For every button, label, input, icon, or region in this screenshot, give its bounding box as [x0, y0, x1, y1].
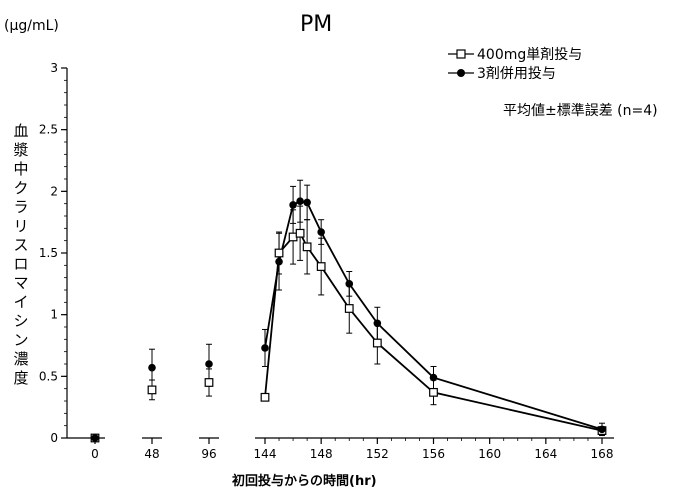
- data-point-circle: [345, 280, 354, 288]
- data-point-square: [147, 385, 157, 395]
- data-point-square: [344, 304, 354, 313]
- data-point-circle: [261, 344, 269, 352]
- x-tick-label: 164: [534, 447, 557, 461]
- stats-annotation: 平均値±標準誤差 (n=4): [503, 103, 658, 119]
- data-point-circle: [429, 373, 438, 382]
- data-point-square: [372, 338, 382, 348]
- legend-item-combo: 3剤併用投与: [448, 63, 582, 82]
- x-tick-label: 156: [422, 447, 445, 461]
- x-tick-label: 148: [310, 447, 333, 461]
- x-tick-label: 160: [478, 447, 501, 461]
- x-tick-label: 144: [254, 447, 277, 461]
- legend-label: 3剤併用投与: [477, 65, 556, 82]
- data-point-circle: [205, 360, 213, 368]
- open-square-marker-icon: [448, 48, 474, 59]
- data-point-square: [260, 392, 270, 402]
- chart-axes: 0 0.5 1 1.5 2 2.5 3 0 48 96 144 148 152 156 160 164 168: [39, 61, 614, 461]
- data-point-circle: [148, 363, 156, 372]
- x-axis-label: 初回投与からの時間(hr): [232, 474, 377, 489]
- data-point-circle: [317, 228, 325, 236]
- data-point-square: [429, 387, 438, 397]
- data-point-circle: [303, 198, 311, 207]
- y-tick-label: 0.5: [39, 369, 58, 383]
- legend: 400mg単剤投与 3剤併用投与: [448, 44, 582, 82]
- legend-item-single: 400mg単剤投与: [448, 44, 582, 63]
- data-point-circle: [289, 201, 297, 209]
- y-tick-label: 1.5: [39, 246, 58, 260]
- legend-label: 400mg単剤投与: [477, 46, 583, 63]
- data-point-circle: [598, 425, 606, 434]
- data-point-square: [204, 378, 214, 387]
- y-axis-label: 血漿中クラリスロマイシン濃度: [13, 122, 29, 387]
- data-point-circle: [91, 434, 99, 442]
- data-point-square: [274, 248, 284, 258]
- x-tick-label: 48: [144, 447, 159, 461]
- error-bars: [149, 179, 605, 437]
- y-tick-label: 3: [50, 61, 58, 75]
- x-tick-label: 152: [366, 447, 389, 461]
- data-point-circle: [373, 319, 382, 328]
- series-lines: [264, 200, 603, 432]
- data-markers: [90, 197, 607, 443]
- y-unit-label: (μg/mL): [4, 18, 59, 34]
- y-tick-label: 2: [50, 184, 58, 198]
- y-tick-label: 0: [50, 431, 58, 445]
- x-tick-label: 96: [201, 447, 216, 461]
- y-tick-label: 2.5: [39, 123, 58, 137]
- series-line-2: [264, 200, 603, 431]
- x-tick-label: 168: [591, 447, 614, 461]
- series-line-1: [264, 232, 603, 432]
- filled-circle-marker-icon: [448, 68, 474, 77]
- data-point-square: [316, 262, 326, 271]
- chart-title: PM: [300, 12, 333, 37]
- x-tick-label: 0: [91, 447, 99, 461]
- y-tick-label: 1: [50, 308, 58, 322]
- data-point-square: [295, 228, 305, 238]
- data-point-circle: [296, 197, 304, 205]
- data-point-circle: [275, 257, 283, 266]
- data-point-square: [302, 242, 312, 252]
